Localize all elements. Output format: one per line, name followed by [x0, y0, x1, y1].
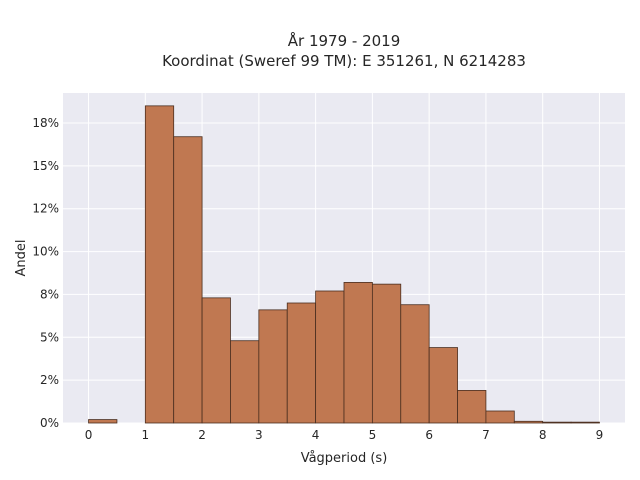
histogram-bar: [570, 421, 600, 424]
x-tick-label: 2: [198, 428, 206, 442]
x-axis-label: Vågperiod (s): [301, 451, 388, 466]
histogram-bar: [343, 282, 373, 424]
x-tick-label: 9: [596, 428, 604, 442]
histogram-bar: [400, 304, 430, 424]
chart-title-line-2: Koordinat (Sweref 99 TM): E 351261, N 62…: [162, 52, 526, 70]
y-tick-label: 15%: [32, 159, 59, 173]
x-tick-label: 5: [369, 428, 377, 442]
x-tick-label: 6: [425, 428, 433, 442]
histogram-bar: [542, 421, 572, 424]
y-tick-label: 18%: [32, 116, 59, 130]
histogram-bar: [371, 283, 402, 424]
histogram-bar: [428, 347, 458, 424]
x-axis-ticks: 0 1 2 3 4 5 6 7 8 9: [85, 428, 604, 442]
histogram-bar: [201, 297, 231, 424]
histogram-bar: [286, 302, 317, 424]
histogram-bar: [88, 419, 118, 424]
x-tick-label: 4: [312, 428, 320, 442]
histogram-bar: [485, 410, 515, 424]
histogram-bar: [315, 290, 345, 424]
y-tick-label: 8%: [40, 287, 59, 301]
histogram-bar: [230, 340, 260, 424]
histogram-bar: [457, 390, 487, 424]
x-tick-label: 1: [141, 428, 149, 442]
y-tick-label: 0%: [40, 416, 59, 430]
histogram-bar: [173, 136, 203, 424]
histogram-bar: [144, 105, 175, 424]
chart-title-line-1: År 1979 - 2019: [288, 31, 401, 50]
histogram-bar: [513, 420, 544, 424]
x-tick-label: 7: [482, 428, 490, 442]
y-tick-label: 5%: [40, 330, 59, 344]
x-tick-label: 8: [539, 428, 547, 442]
x-tick-label: 0: [85, 428, 93, 442]
y-tick-label: 12%: [32, 202, 59, 216]
bars: [88, 105, 600, 424]
x-tick-label: 3: [255, 428, 263, 442]
y-axis-ticks: 0% 2% 5% 8% 10% 12% 15% 18%: [32, 116, 59, 430]
y-tick-label: 10%: [32, 245, 59, 259]
y-axis-label: Andel: [14, 240, 29, 277]
y-tick-label: 2%: [40, 373, 59, 387]
histogram-bar: [258, 309, 288, 424]
